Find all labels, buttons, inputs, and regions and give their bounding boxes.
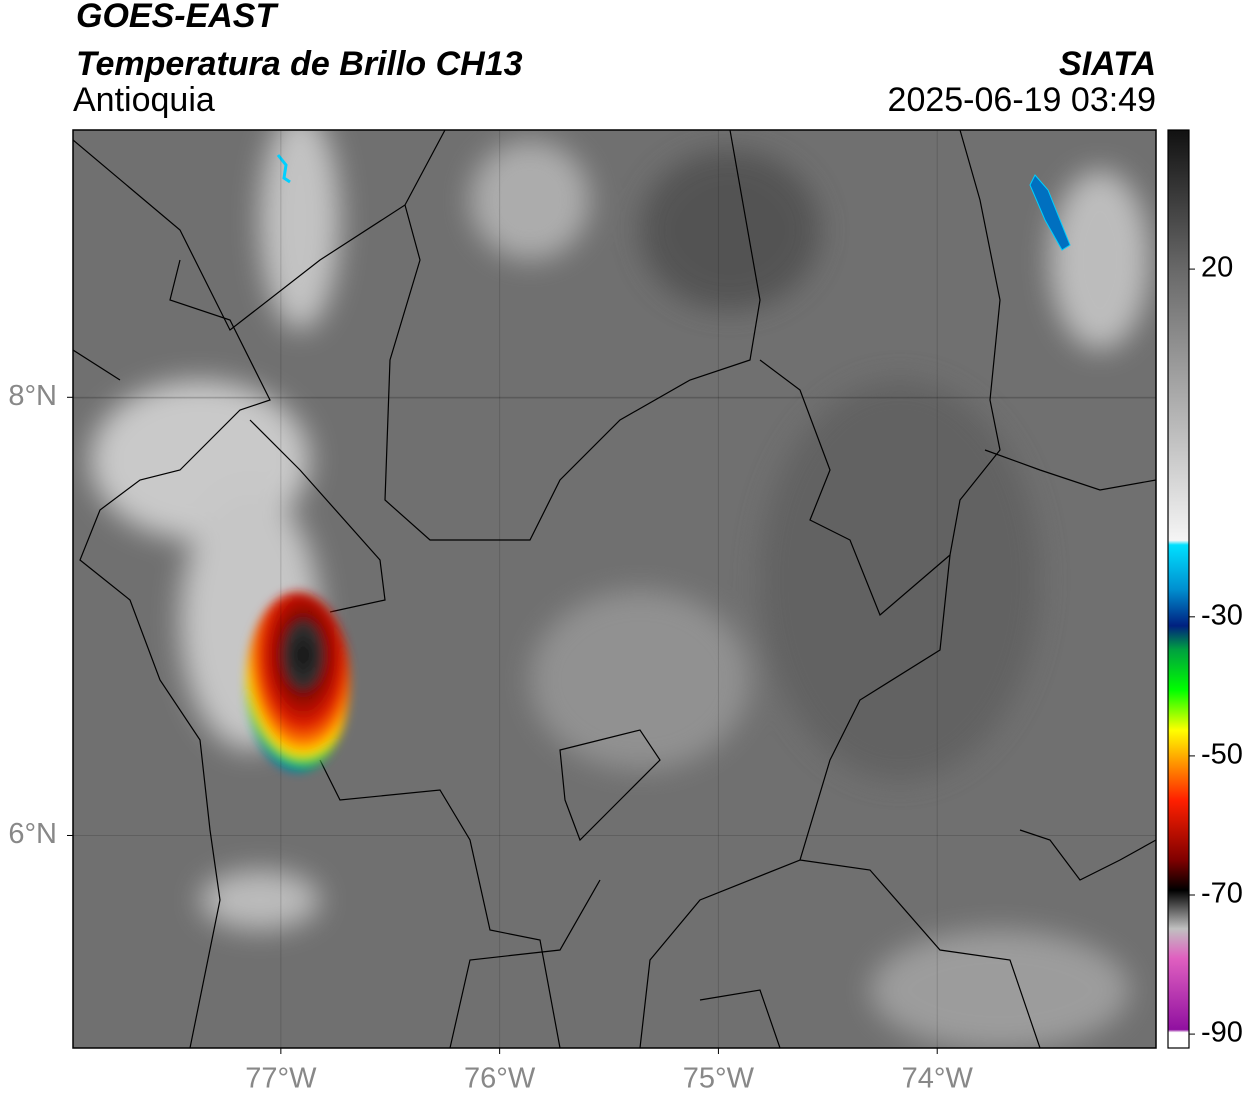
source: SIATA bbox=[1059, 45, 1156, 83]
map-image bbox=[73, 130, 1156, 1048]
x-tick-label: 75°W bbox=[683, 1063, 755, 1095]
colorbar-tick-label: 20 bbox=[1201, 252, 1233, 284]
colorbar-tick-label: -70 bbox=[1201, 878, 1243, 910]
y-tick-label: 8°N bbox=[8, 380, 57, 412]
y-tick-label: 6°N bbox=[8, 818, 57, 850]
map-frame bbox=[72, 129, 1157, 1049]
x-tick-label: 76°W bbox=[464, 1063, 536, 1095]
colorbar-tick-label: -30 bbox=[1201, 599, 1243, 631]
x-tick-label: 77°W bbox=[245, 1063, 317, 1095]
colorbar-tick-label: -50 bbox=[1201, 739, 1243, 771]
region: Antioquia bbox=[73, 81, 215, 119]
colorbar bbox=[1167, 129, 1190, 1049]
colorbar-tick-label: -90 bbox=[1201, 1017, 1243, 1049]
subtitle: Temperatura de Brillo CH13 bbox=[76, 45, 523, 83]
title: GOES-EAST bbox=[76, 0, 279, 35]
x-tick-label: 74°W bbox=[902, 1063, 974, 1095]
datetime: 2025-06-19 03:49 bbox=[888, 81, 1156, 119]
